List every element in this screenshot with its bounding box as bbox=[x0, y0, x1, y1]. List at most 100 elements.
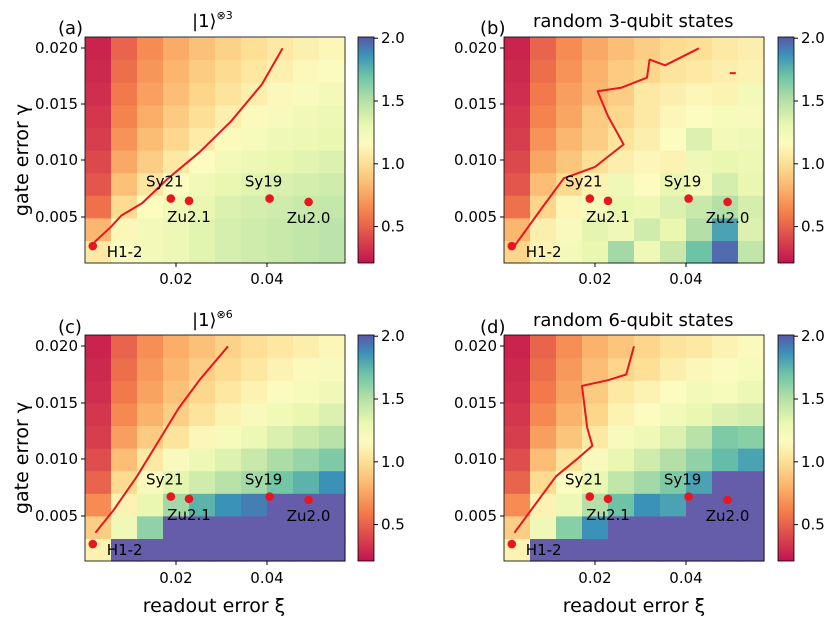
heatmap-cell bbox=[634, 357, 661, 381]
colorbar-d: 0.5 1.0 1.5 2.0 bbox=[777, 327, 825, 562]
panel-label: (d) bbox=[480, 317, 505, 338]
colorbar-tick: 2.0 bbox=[801, 327, 825, 345]
heatmap-cell bbox=[137, 127, 164, 151]
x-ticks-c bbox=[175, 561, 268, 565]
heatmap-cell bbox=[189, 127, 216, 151]
heatmap-cell bbox=[634, 335, 661, 359]
heatmap-cell bbox=[111, 470, 138, 494]
heatmap-cell bbox=[163, 104, 190, 128]
heatmap-cell bbox=[686, 493, 713, 517]
heatmap-cell bbox=[163, 402, 190, 426]
device-label: Zu2.1 bbox=[586, 208, 630, 226]
heatmap-cell bbox=[293, 448, 320, 472]
device-marker bbox=[585, 492, 595, 501]
heatmap-cell bbox=[738, 104, 765, 128]
device-marker bbox=[684, 194, 693, 203]
heatmap-cell bbox=[582, 150, 609, 174]
y-tick-label: 0.005 bbox=[454, 507, 497, 525]
heatmap-cell bbox=[137, 538, 164, 562]
heatmap-cell bbox=[293, 538, 320, 562]
threshold-curve bbox=[94, 345, 229, 534]
heatmap-cell bbox=[163, 240, 190, 264]
heatmap-cell bbox=[660, 59, 687, 83]
y-tick-label: 0.020 bbox=[454, 39, 497, 57]
heatmap-cell bbox=[293, 357, 320, 381]
heatmap-cell bbox=[738, 172, 765, 196]
heatmap-cell bbox=[634, 425, 661, 449]
colorbar-c: 0.5 1.0 1.5 2.0 bbox=[357, 327, 405, 562]
colorbar-tick: 1.5 bbox=[801, 92, 825, 110]
heatmap-cell bbox=[738, 127, 765, 151]
heatmap-cell bbox=[267, 470, 294, 494]
colorbar-tick: 1.0 bbox=[381, 453, 405, 471]
heatmap-cell bbox=[111, 402, 138, 426]
heatmap-cell bbox=[241, 217, 268, 241]
heatmap-cell bbox=[85, 448, 112, 472]
heatmap-cell bbox=[712, 335, 739, 359]
heatmap-cell bbox=[660, 217, 687, 241]
heatmap-cell bbox=[712, 37, 739, 61]
heatmap-cell bbox=[530, 470, 557, 494]
heatmap-cell bbox=[319, 538, 346, 562]
heatmap-cell bbox=[319, 195, 346, 219]
heatmap-cell bbox=[504, 82, 531, 106]
heatmap-cell bbox=[556, 217, 583, 241]
heatmap-cell bbox=[267, 37, 294, 61]
heatmap-cell bbox=[556, 82, 583, 106]
heatmap-cell bbox=[660, 104, 687, 128]
heatmap-cell bbox=[608, 448, 635, 472]
heatmap-cell bbox=[111, 448, 138, 472]
heatmap-cell bbox=[634, 217, 661, 241]
heatmap-cell bbox=[189, 195, 216, 219]
heatmap-cell bbox=[137, 470, 164, 494]
x-axis-label-left: readout error ξ bbox=[143, 595, 286, 617]
heatmap-cell bbox=[712, 127, 739, 151]
panel-title: |1⟩⊗6 bbox=[192, 308, 233, 331]
heatmap-cell bbox=[712, 515, 739, 539]
heatmap-cell bbox=[608, 217, 635, 241]
heatmap-cell bbox=[85, 493, 112, 517]
heatmap-cell bbox=[634, 172, 661, 196]
heatmap-cell bbox=[504, 335, 531, 359]
y-tick-label: 0.005 bbox=[35, 507, 78, 525]
heatmap-cell bbox=[556, 493, 583, 517]
heatmap-cell bbox=[215, 380, 242, 404]
heatmap-cell bbox=[293, 172, 320, 196]
heatmap-cell bbox=[111, 357, 138, 381]
heatmap-cell bbox=[608, 470, 635, 494]
heatmap-cell bbox=[293, 402, 320, 426]
heatmap-cell bbox=[215, 104, 242, 128]
heatmap-cell bbox=[267, 448, 294, 472]
y-ticks-c bbox=[81, 345, 85, 517]
colorbar-tick: 0.5 bbox=[801, 218, 825, 236]
heatmap-cell bbox=[582, 82, 609, 106]
heatmap-cell bbox=[738, 150, 765, 174]
heatmap-cell bbox=[241, 538, 268, 562]
heatmap-cell bbox=[267, 493, 294, 517]
heatmap-cell bbox=[660, 538, 687, 562]
heatmap-cell bbox=[608, 493, 635, 517]
heatmap-cell bbox=[712, 240, 739, 264]
heatmap-cell bbox=[504, 470, 531, 494]
heatmap-cell bbox=[608, 37, 635, 61]
heatmap-cell bbox=[215, 515, 242, 539]
x-ticks-a bbox=[175, 263, 268, 267]
device-marker bbox=[184, 494, 194, 504]
y-ticks-d bbox=[500, 345, 504, 517]
device-label: Sy21 bbox=[146, 471, 184, 489]
heatmap-cell bbox=[582, 59, 609, 83]
heatmap-cell bbox=[293, 335, 320, 359]
device-marker bbox=[723, 197, 732, 207]
heatmap-cell bbox=[319, 425, 346, 449]
colorbar-tick: 2.0 bbox=[801, 29, 825, 47]
heatmap-cell bbox=[111, 538, 138, 562]
device-marker bbox=[265, 194, 274, 203]
device-marker bbox=[184, 196, 194, 206]
heatmap-cell bbox=[530, 82, 557, 106]
heatmap-cell bbox=[530, 217, 557, 241]
heatmap-cell bbox=[634, 150, 661, 174]
heatmap-cell bbox=[319, 104, 346, 128]
heatmap-cell bbox=[189, 425, 216, 449]
